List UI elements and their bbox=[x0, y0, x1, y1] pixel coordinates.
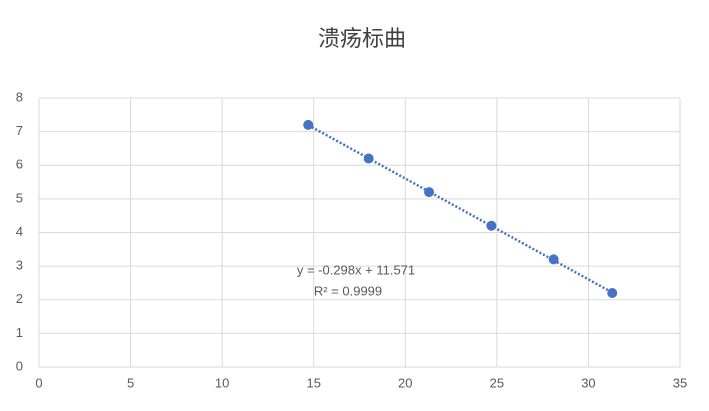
point bbox=[486, 220, 497, 231]
y-tick-label: 1 bbox=[16, 325, 23, 340]
trendline bbox=[307, 124, 613, 294]
y-tick-label: 4 bbox=[16, 224, 23, 239]
point bbox=[303, 119, 314, 130]
r-squared: R² = 0.9999 bbox=[314, 283, 382, 298]
x-tick-label: 10 bbox=[215, 375, 229, 390]
x-tick-label: 25 bbox=[490, 375, 504, 390]
y-tick-label: 0 bbox=[16, 358, 23, 373]
y-tick-label: 5 bbox=[16, 190, 23, 205]
point bbox=[548, 254, 559, 265]
x-tick-label: 30 bbox=[581, 375, 595, 390]
y-tick-label: 3 bbox=[16, 258, 23, 273]
x-tick-label: 20 bbox=[398, 375, 412, 390]
y-tick-label: 8 bbox=[16, 89, 23, 104]
x-tick-label: 0 bbox=[35, 375, 42, 390]
x-tick-label: 5 bbox=[127, 375, 134, 390]
y-tick-label: 2 bbox=[16, 291, 23, 306]
point bbox=[424, 187, 435, 198]
y-tick-label: 7 bbox=[16, 123, 23, 138]
x-tick-label: 35 bbox=[673, 375, 687, 390]
trendline-equation: y = -0.298x + 11.571 bbox=[297, 262, 415, 277]
point bbox=[363, 153, 374, 164]
y-tick-label: 6 bbox=[16, 157, 23, 172]
chart-title: 溃疡标曲 bbox=[318, 26, 406, 51]
point bbox=[607, 288, 618, 299]
x-tick-label: 15 bbox=[306, 375, 320, 390]
